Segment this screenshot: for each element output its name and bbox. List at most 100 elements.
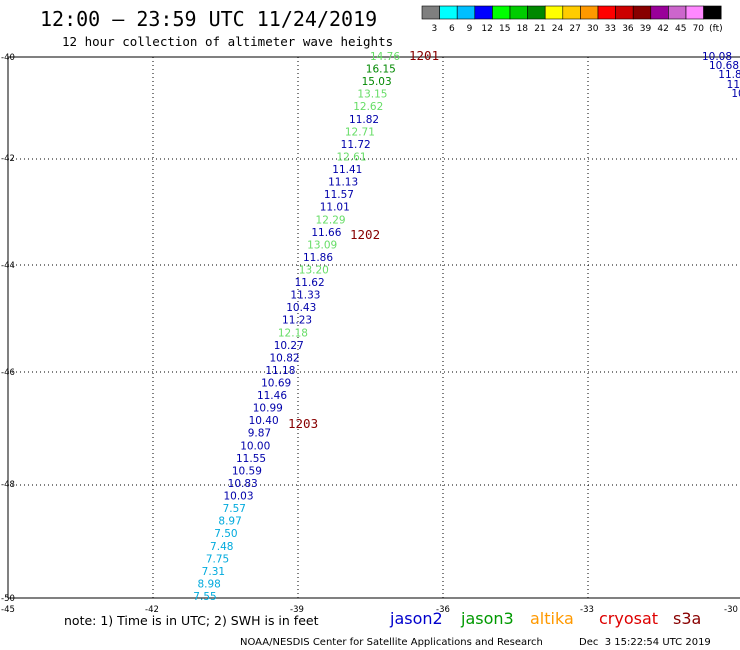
legend-label: (ft) — [709, 24, 723, 34]
wave-height-label: 15.03 — [362, 76, 392, 88]
satellite-jason3: jason3 — [460, 609, 514, 628]
legend-label: 15 — [499, 24, 510, 34]
wave-height-label: 11.66 — [311, 227, 341, 239]
pass-time-label: 1203 — [288, 416, 318, 431]
wave-height-label: 13.09 — [307, 239, 337, 251]
wave-height-label: 10.69 — [261, 378, 291, 390]
y-tick-label: -48 — [1, 480, 15, 490]
wave-height-label: 11.41 — [332, 164, 362, 176]
wave-height-label: 8.97 — [218, 516, 241, 528]
satellite-s3a: s3a — [673, 609, 701, 628]
legend-swatch — [527, 5, 546, 20]
wave-height-label: 10.40 — [249, 415, 279, 427]
legend-swatch — [580, 5, 599, 20]
legend-swatch — [632, 5, 652, 20]
generation-timestamp: Dec 3 15:22:54 UTC 2019 — [579, 637, 711, 648]
wave-height-label: 11. — [727, 79, 740, 91]
legend-swatch — [615, 5, 634, 20]
pass-time-labels: 1201 1202 1203 — [288, 48, 439, 431]
wave-height-label: 12.62 — [353, 101, 383, 113]
legend-swatch — [685, 5, 704, 20]
pass-time-label: 1201 — [409, 48, 439, 63]
wave-height-label: 12.29 — [316, 214, 346, 226]
wave-height-label: 10.08 — [702, 51, 732, 63]
wave-height-label: 16.15 — [366, 64, 396, 76]
wave-height-label: 11.23 — [282, 315, 312, 327]
wave-height-label: 11.46 — [257, 390, 287, 402]
wave-height-label: 10.43 — [286, 302, 316, 314]
wave-height-label: 10.82 — [270, 352, 300, 364]
page-subtitle: 12 hour collection of altimeter wave hei… — [62, 34, 393, 49]
wave-height-label: 11.13 — [328, 177, 358, 189]
x-tick-label: -42 — [145, 605, 159, 615]
wave-height-label: 10 — [731, 88, 740, 100]
x-axis-labels: -45 -42 -39 -36 -33 -30 — [1, 605, 738, 615]
wave-height-label: 10.27 — [274, 340, 304, 352]
legend-label: 70 — [693, 24, 705, 34]
wave-height-label: 10.68 — [709, 60, 739, 72]
wave-height-label: 7.31 — [202, 566, 225, 578]
satellite-legend: jason2 jason3 altika cryosat s3a — [389, 609, 701, 628]
satellite-jason2: jason2 — [389, 609, 443, 628]
wave-height-label: 12.18 — [278, 327, 308, 339]
legend-label: 18 — [517, 24, 529, 34]
legend-label: 33 — [605, 24, 616, 34]
wave-height-label: 7.57 — [223, 503, 246, 515]
legend-label: 27 — [569, 24, 580, 34]
plot-area — [7, 56, 740, 599]
legend-swatch — [492, 5, 511, 20]
legend-swatch — [562, 5, 581, 20]
pass-time-label: 1202 — [350, 227, 380, 242]
wave-height-label: 10.00 — [240, 440, 270, 452]
x-tick-label: -30 — [724, 605, 738, 615]
wave-height-label: 13.15 — [357, 89, 387, 101]
wave-height-label: 14.76 — [370, 51, 400, 63]
wave-height-label: 11.82 — [349, 114, 379, 126]
wave-height-label: 12.61 — [336, 151, 366, 163]
legend-label: 3 — [431, 24, 437, 34]
wave-height-label: 10.03 — [223, 491, 253, 503]
y-tick-label: -50 — [1, 594, 15, 604]
legend-swatch — [668, 5, 687, 20]
wave-height-label: 11.8 — [718, 69, 740, 81]
legend-swatch — [703, 5, 722, 20]
legend-swatch — [439, 5, 458, 20]
y-tick-label: -42 — [1, 154, 15, 164]
color-legend: 3 6 9 12 15 18 21 24 27 30 33 36 39 42 45 70 (ft) — [421, 5, 723, 34]
legend-label: 21 — [534, 24, 545, 34]
wave-height-label: 13.20 — [299, 264, 329, 276]
x-tick-label: -33 — [580, 605, 594, 615]
wave-height-label: 10.99 — [253, 403, 283, 415]
wave-height-label: 11.62 — [295, 277, 325, 289]
legend-label: 45 — [675, 24, 686, 34]
wave-height-label: 7.50 — [214, 528, 237, 540]
legend-swatch — [421, 5, 440, 20]
wave-height-label: 11.33 — [290, 290, 320, 302]
wave-height-label: 7.48 — [210, 541, 233, 553]
satellite-cryosat: cryosat — [599, 609, 658, 628]
wave-height-labels: 14.7616.1515.0313.1512.6211.8212.7111.72… — [193, 51, 400, 603]
legend-label: 39 — [640, 24, 652, 34]
legend-label: 30 — [587, 24, 599, 34]
legend-label: 12 — [481, 24, 492, 34]
wave-height-label: 11.01 — [320, 202, 350, 214]
wave-height-label: 7.55 — [193, 591, 216, 603]
wave-height-label: 11.86 — [303, 252, 333, 264]
wave-height-label: 8.98 — [197, 578, 220, 590]
wave-height-label: 11.55 — [236, 453, 266, 465]
x-tick-label: -45 — [1, 605, 15, 615]
wave-height-label: 12.71 — [345, 126, 375, 138]
legend-label: 42 — [657, 24, 668, 34]
legend-label: 36 — [622, 24, 634, 34]
wave-height-label: 10.59 — [232, 465, 262, 477]
legend-label: 6 — [449, 24, 455, 34]
y-tick-label: -44 — [1, 261, 15, 271]
y-tick-label: -46 — [1, 368, 15, 378]
legend-label: 9 — [467, 24, 473, 34]
credit-line: NOAA/NESDIS Center for Satellite Applica… — [240, 637, 543, 648]
satellite-altika: altika — [530, 609, 574, 628]
legend-swatch — [456, 5, 476, 20]
